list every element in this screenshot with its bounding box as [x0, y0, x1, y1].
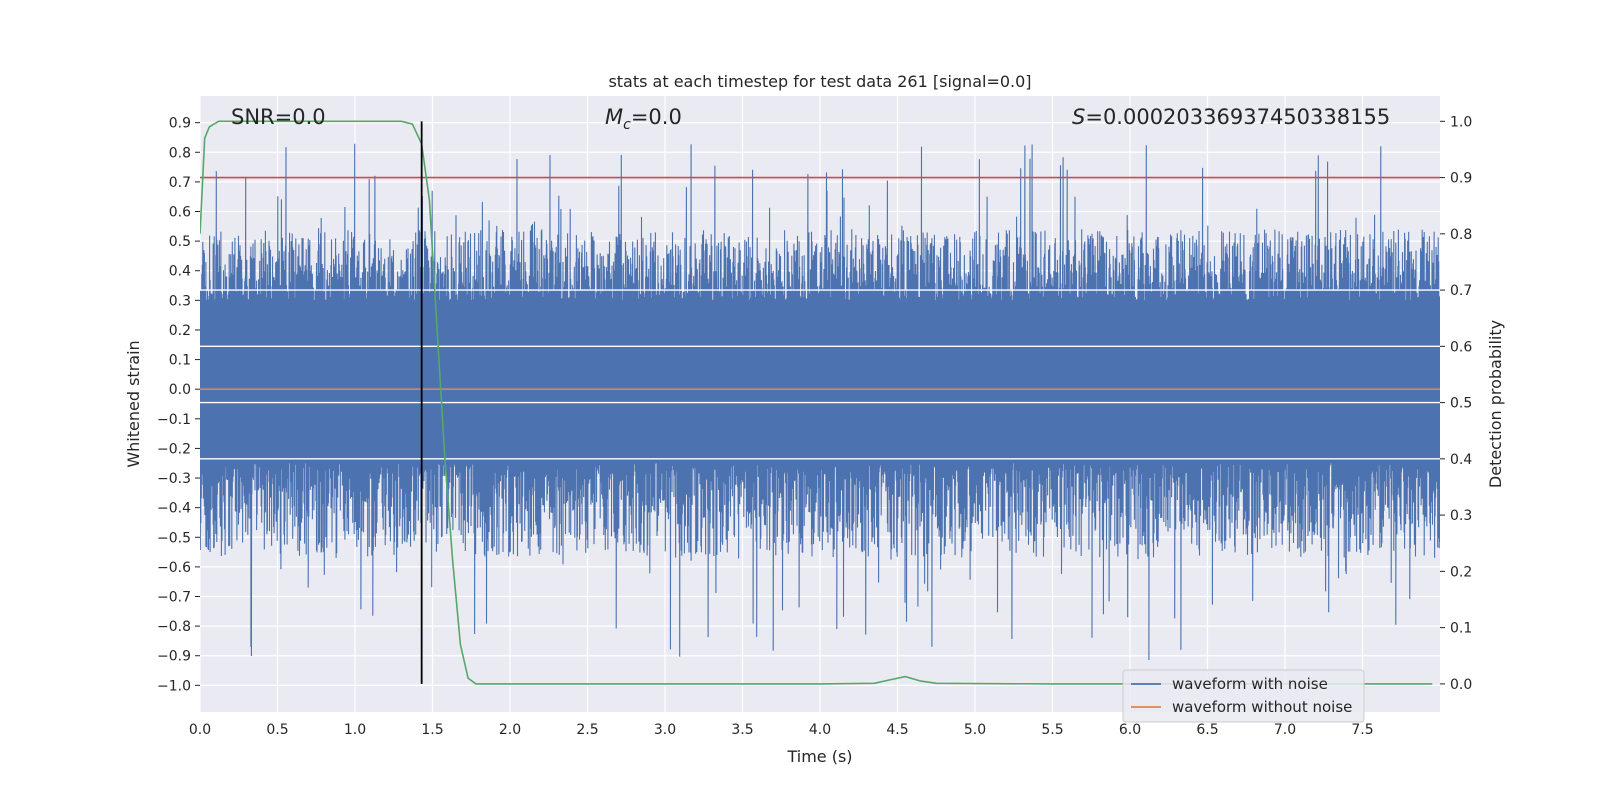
y2-tick-label: 0.9	[1450, 171, 1472, 187]
y-tick-label: 0.7	[169, 175, 191, 191]
annotation-mc-subscript: c	[623, 117, 631, 133]
y-tick-label: −0.1	[157, 412, 191, 428]
y2-tick-label: 0.1	[1450, 621, 1472, 637]
y2-tick-label: 0.8	[1450, 227, 1472, 243]
y2-tick-label: 0.3	[1450, 508, 1472, 524]
annotation-mc-value: =0.0	[631, 105, 682, 129]
y-tick-label: −0.4	[157, 501, 191, 517]
y-tick-label: −1.0	[157, 678, 191, 694]
white-grid-overlay	[200, 289, 1440, 460]
y2-axis-label: Detection probability	[1486, 320, 1505, 488]
x-tick-label: 7.5	[1351, 722, 1373, 738]
y-tick-label: 0.8	[169, 145, 191, 161]
y-tick-label: −0.5	[157, 530, 191, 546]
y2-axis-ticks: 1.0 0.9 0.8 0.7 0.6 0.5 0.4 0.3 0.2 0.1 0.0	[1440, 114, 1472, 693]
x-tick-label: 6.5	[1196, 722, 1218, 738]
x-tick-label: 4.5	[886, 722, 908, 738]
y-tick-label: 0.5	[169, 234, 191, 250]
x-axis-ticks: 0.0 0.5 1.0 1.5 2.0 2.5 3.0 3.5 4.0 4.5 5.0 5.5 6.0 6…	[189, 722, 1374, 738]
annotation-s: S=0.00020336937450338155	[1072, 105, 1390, 129]
legend-label-waveform-without-noise: waveform without noise	[1172, 698, 1352, 716]
y-tick-label: −0.6	[157, 560, 191, 576]
y2-tick-label: 0.5	[1450, 396, 1472, 412]
y2-tick-label: 0.7	[1450, 283, 1472, 299]
x-tick-label: 5.0	[964, 722, 986, 738]
noise-waveform-core	[200, 300, 1440, 464]
y-tick-label: 0.4	[169, 264, 191, 280]
y2-tick-label: 0.4	[1450, 452, 1472, 468]
series-detection-probability	[200, 120, 1433, 685]
y-tick-label: 0.0	[169, 382, 191, 398]
legend: waveform with noise waveform without noi…	[1122, 669, 1365, 723]
y2-tick-label: 0.6	[1450, 339, 1472, 355]
y-tick-label: −0.3	[157, 471, 191, 487]
x-tick-label: 5.5	[1041, 722, 1063, 738]
x-tick-label: 1.0	[344, 722, 366, 738]
x-tick-label: 1.5	[421, 722, 443, 738]
x-tick-label: 4.0	[809, 722, 831, 738]
annotation-s-value: =0.00020336937450338155	[1085, 105, 1390, 129]
y-tick-label: 0.9	[169, 116, 191, 132]
series-waveform-with-noise	[200, 143, 1440, 661]
y-tick-label: 0.3	[169, 293, 191, 309]
y-axis-label: Whitened strain	[124, 340, 143, 467]
legend-label-waveform-with-noise: waveform with noise	[1172, 675, 1328, 693]
annotation-mc-symbol: M	[605, 105, 623, 129]
y-axis-ticks: 0.9 0.8 0.7 0.6 0.5 0.4 0.3 0.2 0.1 0.0 −0.1 −0.2 −0…	[157, 116, 200, 694]
x-tick-label: 7.0	[1274, 722, 1296, 738]
chart-title: stats at each timestep for test data 261…	[608, 72, 1031, 91]
y-tick-label: 0.2	[169, 323, 191, 339]
annotation-mc: Mc=0.0	[605, 105, 682, 133]
x-tick-label: 0.0	[189, 722, 211, 738]
annotation-snr: SNR=0.0	[231, 105, 326, 129]
y2-tick-label: 1.0	[1450, 114, 1472, 130]
x-tick-label: 6.0	[1119, 722, 1141, 738]
y-tick-label: −0.8	[157, 619, 191, 635]
x-tick-label: 0.5	[266, 722, 288, 738]
x-tick-label: 2.0	[499, 722, 521, 738]
plot-area	[200, 120, 1440, 685]
x-tick-label: 3.0	[654, 722, 676, 738]
y-tick-label: −0.7	[157, 590, 191, 606]
annotation-s-symbol: S	[1072, 105, 1085, 129]
y2-tick-label: 0.2	[1450, 564, 1472, 580]
y2-tick-label: 0.0	[1450, 677, 1472, 693]
y-tick-label: −0.2	[157, 441, 191, 457]
y-tick-label: 0.6	[169, 205, 191, 221]
x-tick-label: 3.5	[731, 722, 753, 738]
y-tick-label: −0.9	[157, 649, 191, 665]
legend-box	[1122, 669, 1365, 723]
x-tick-label: 2.5	[576, 722, 598, 738]
y-tick-label: 0.1	[169, 353, 191, 369]
x-axis-label: Time (s)	[786, 747, 852, 766]
